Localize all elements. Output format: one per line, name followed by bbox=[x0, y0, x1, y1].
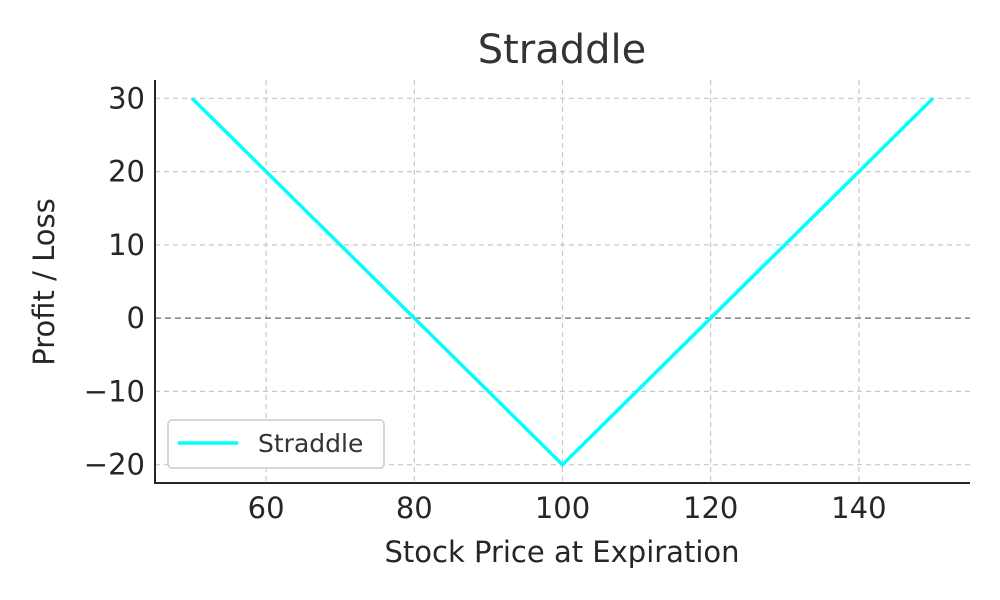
axes bbox=[154, 80, 970, 484]
series-line-straddle bbox=[190, 97, 935, 468]
y-tick-label: −20 bbox=[84, 448, 145, 482]
chart-title: Straddle bbox=[478, 27, 647, 73]
y-tick-label: −10 bbox=[84, 374, 145, 408]
series-layer bbox=[190, 97, 935, 468]
x-tick-label: 60 bbox=[248, 491, 285, 525]
legend: Straddle bbox=[167, 419, 385, 469]
legend-box bbox=[167, 419, 385, 469]
y-tick-label: 10 bbox=[108, 228, 145, 262]
y-axis-label: Profit / Loss bbox=[27, 198, 61, 365]
x-tick-label: 140 bbox=[831, 491, 886, 525]
y-ticks: −20 −10 0 10 20 30 bbox=[84, 81, 145, 481]
y-tick-label: 30 bbox=[108, 81, 145, 115]
y-tick-label: 20 bbox=[108, 155, 145, 189]
x-axis-label: Stock Price at Expiration bbox=[385, 535, 740, 569]
legend-label: Straddle bbox=[258, 429, 363, 458]
x-tick-label: 80 bbox=[396, 491, 433, 525]
x-ticks: 60 80 100 120 140 bbox=[248, 491, 887, 525]
x-tick-label: 120 bbox=[683, 491, 738, 525]
y-tick-label: 0 bbox=[127, 301, 145, 335]
x-tick-label: 100 bbox=[535, 491, 590, 525]
